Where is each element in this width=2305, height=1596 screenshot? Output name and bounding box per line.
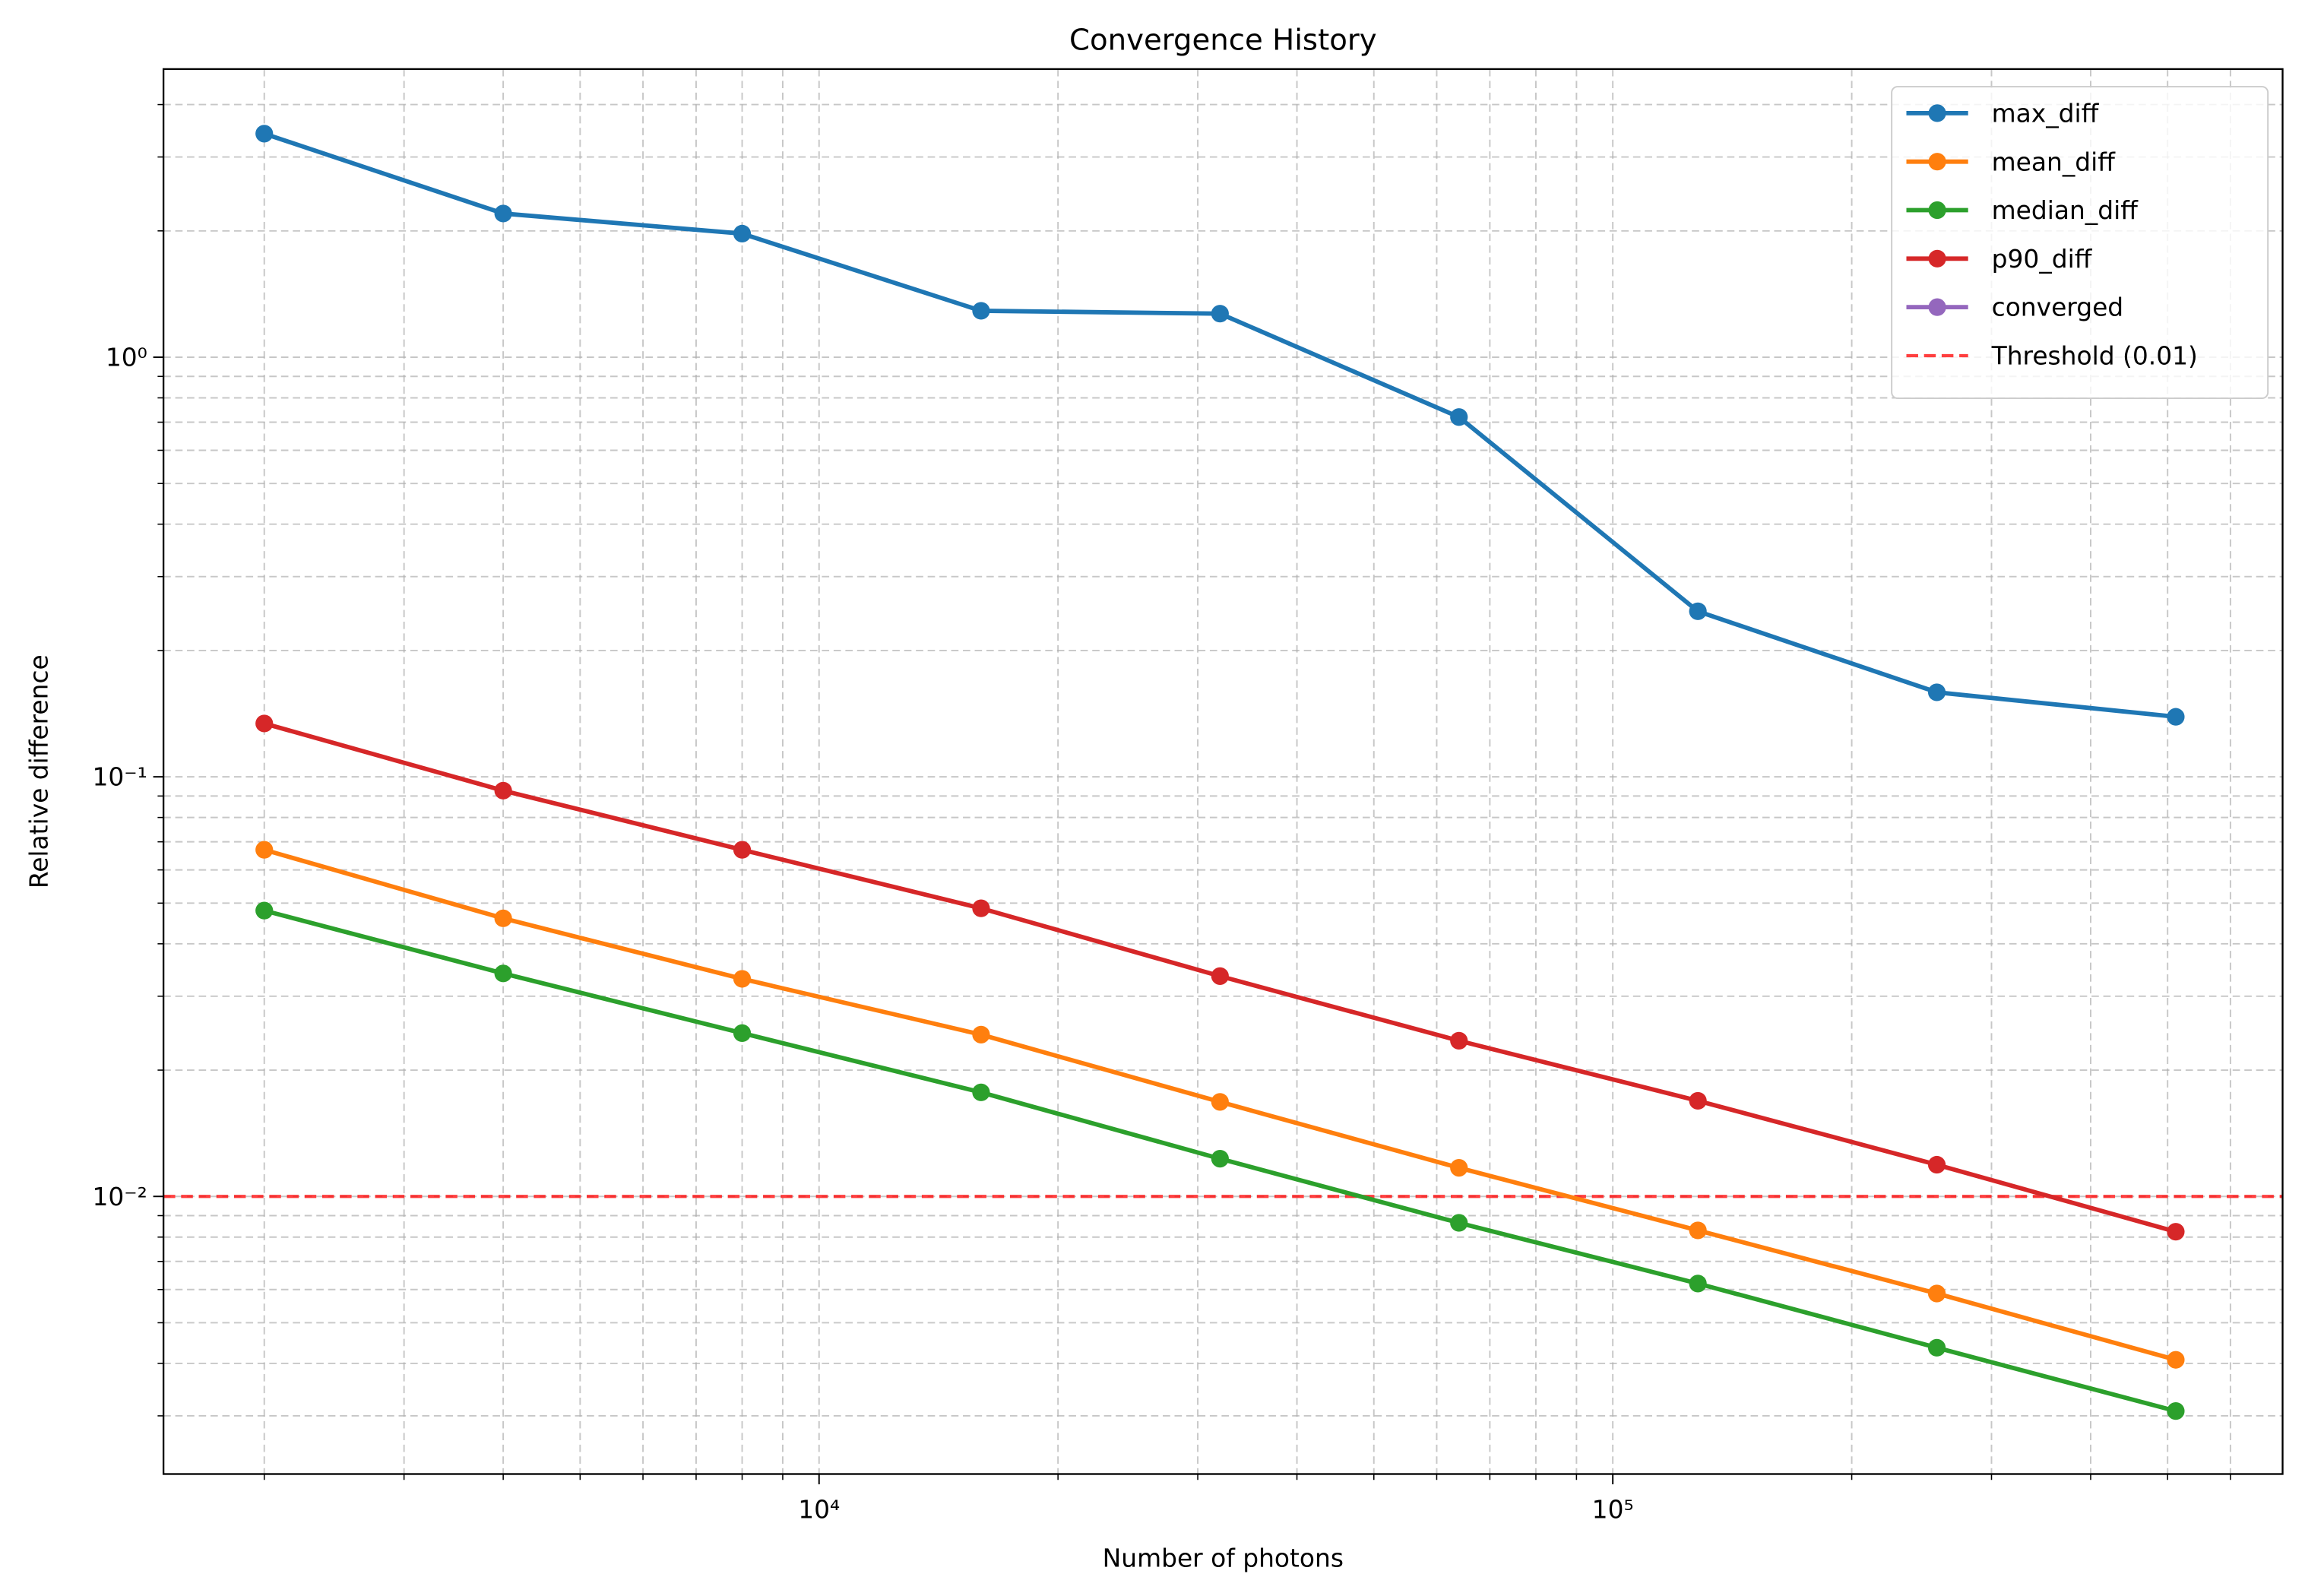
legend-marker (1928, 153, 1946, 171)
data-point (1689, 1275, 1707, 1293)
legend-label: Threshold (0.01) (1991, 341, 2198, 371)
data-point (494, 204, 512, 223)
data-point (1927, 1338, 1946, 1357)
data-point (255, 125, 274, 143)
y-axis-label: Relative difference (24, 654, 53, 888)
legend-marker (1928, 298, 1946, 316)
legend-marker (1928, 249, 1946, 268)
data-point (1689, 602, 1707, 620)
data-point (733, 1024, 752, 1042)
legend-label: max_diff (1992, 98, 2100, 128)
data-point (1211, 1150, 1229, 1168)
data-point (2167, 1223, 2185, 1241)
chart-title: Convergence History (1069, 24, 1377, 58)
x-axis-label: Number of photons (1103, 1543, 1344, 1572)
series-line (263, 131, 2177, 720)
data-point (1450, 1158, 1468, 1177)
x-tick-label: 10⁴ (798, 1495, 840, 1525)
data-point (1211, 967, 1229, 985)
legend-label: median_diff (1992, 195, 2139, 225)
legend-label: p90_diff (1992, 244, 2093, 274)
y-tick-label: 10⁰ (106, 343, 147, 372)
plot-frame (162, 68, 2284, 1475)
data-point (1927, 1284, 1946, 1303)
data-point (255, 841, 274, 859)
data-point (972, 899, 990, 917)
legend: max_diff mean_diff median_diff p90_diffconv… (1891, 86, 2269, 399)
legend-label: converged (1992, 293, 2124, 322)
data-point (494, 909, 512, 927)
data-point (494, 964, 512, 983)
data-point (1450, 408, 1468, 426)
data-point (733, 970, 752, 988)
data-point (1689, 1221, 1707, 1240)
legend-marker (1928, 201, 1946, 220)
data-point (2167, 1402, 2185, 1420)
x-tick-label: 10⁵ (1592, 1495, 1634, 1525)
data-point (255, 714, 274, 733)
data-point (1450, 1214, 1468, 1232)
data-point (733, 224, 752, 243)
data-point (1450, 1031, 1468, 1050)
y-tick-label: 10⁻¹ (93, 762, 147, 792)
data-point (2167, 708, 2185, 726)
data-point (733, 841, 752, 859)
data-point (1211, 1093, 1229, 1111)
data-point (1927, 1155, 1946, 1174)
data-point (1689, 1091, 1707, 1110)
legend-marker (1928, 104, 1946, 122)
legend-label: mean_diff (1992, 147, 2117, 176)
data-point (2167, 1351, 2185, 1369)
data-point (972, 1025, 990, 1043)
data-point (1927, 683, 1946, 701)
data-point (972, 1083, 990, 1101)
legend-box (1891, 86, 2269, 399)
data-point (494, 781, 512, 800)
data-point (1211, 305, 1229, 323)
data-point (255, 901, 274, 920)
y-tick-label: 10⁻² (93, 1182, 147, 1211)
data-point (972, 302, 990, 320)
